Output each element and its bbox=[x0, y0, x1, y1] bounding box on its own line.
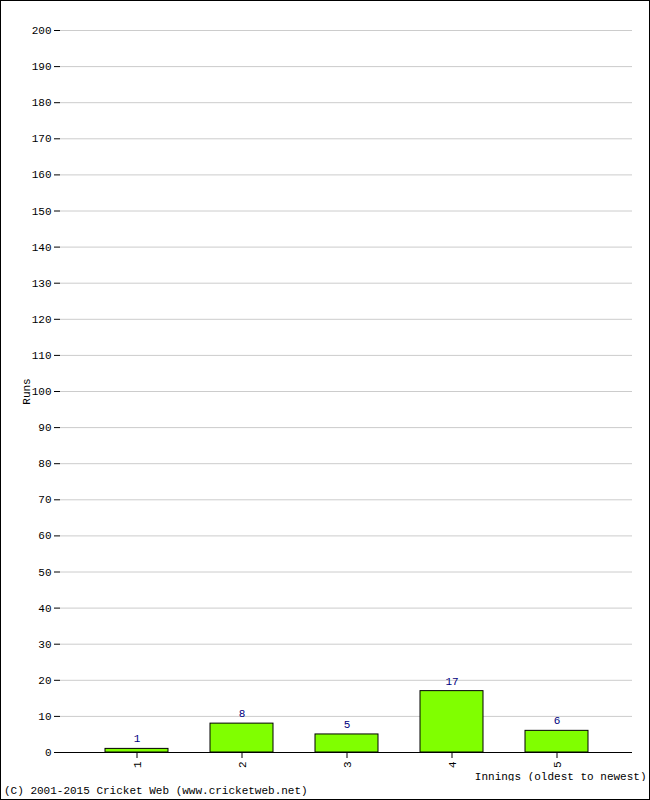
svg-text:80: 80 bbox=[38, 458, 51, 470]
svg-text:60: 60 bbox=[38, 530, 51, 542]
svg-text:180: 180 bbox=[32, 97, 52, 109]
svg-text:10: 10 bbox=[38, 711, 51, 723]
svg-text:120: 120 bbox=[32, 314, 52, 326]
svg-text:130: 130 bbox=[32, 278, 52, 290]
svg-text:110: 110 bbox=[32, 350, 52, 362]
svg-text:1: 1 bbox=[132, 761, 144, 768]
svg-text:200: 200 bbox=[32, 25, 52, 37]
svg-text:170: 170 bbox=[32, 133, 52, 145]
svg-text:Runs: Runs bbox=[21, 378, 33, 404]
svg-text:190: 190 bbox=[32, 61, 52, 73]
svg-text:4: 4 bbox=[447, 761, 459, 768]
svg-text:8: 8 bbox=[239, 708, 246, 720]
svg-text:140: 140 bbox=[32, 242, 52, 254]
svg-text:30: 30 bbox=[38, 639, 51, 651]
svg-text:70: 70 bbox=[38, 494, 51, 506]
svg-text:6: 6 bbox=[554, 715, 561, 727]
svg-text:20: 20 bbox=[38, 675, 51, 687]
svg-text:3: 3 bbox=[342, 762, 354, 769]
svg-text:50: 50 bbox=[38, 567, 51, 579]
html-text:(C) 2001-2015 Cricket Web (www: (C) 2001-2015 Cricket Web (www.cricketwe… bbox=[4, 785, 308, 797]
svg-text:40: 40 bbox=[38, 603, 51, 615]
svg-text:17: 17 bbox=[445, 676, 458, 688]
svg-text:100: 100 bbox=[32, 386, 52, 398]
svg-text:5: 5 bbox=[552, 762, 564, 769]
svg-text:90: 90 bbox=[38, 422, 51, 434]
svg-text:5: 5 bbox=[344, 719, 351, 731]
svg-text:0: 0 bbox=[45, 747, 52, 759]
svg-text:2: 2 bbox=[237, 762, 249, 769]
svg-text:160: 160 bbox=[32, 169, 52, 181]
svg-text:Innings (oldest to newest): Innings (oldest to newest) bbox=[475, 771, 647, 782]
svg-text:1: 1 bbox=[134, 733, 141, 745]
svg-text:150: 150 bbox=[32, 206, 52, 218]
